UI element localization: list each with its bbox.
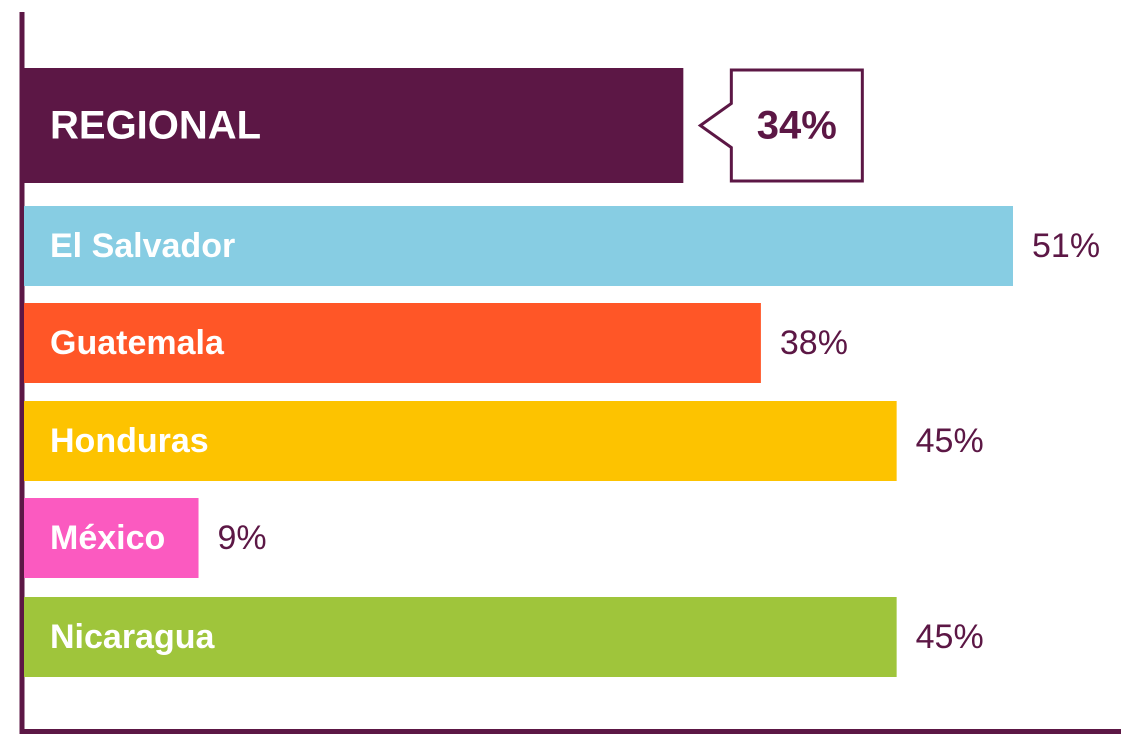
value-label: 9% <box>218 519 267 557</box>
value-label: 38% <box>780 324 848 362</box>
category-label: Honduras <box>50 422 209 460</box>
category-label: Guatemala <box>50 324 225 362</box>
value-label: 51% <box>1032 227 1100 265</box>
bar <box>24 68 684 183</box>
category-label: México <box>50 519 165 557</box>
category-label: REGIONAL <box>50 104 261 148</box>
value-callout <box>697 68 864 183</box>
bar <box>24 206 1013 286</box>
bar <box>24 401 897 481</box>
bar <box>24 498 199 578</box>
value-label: 34% <box>757 104 837 148</box>
value-label: 45% <box>916 422 984 460</box>
category-label: Nicaragua <box>50 618 215 656</box>
bar <box>24 303 761 383</box>
bar <box>24 597 897 677</box>
value-label: 45% <box>916 618 984 656</box>
category-label: El Salvador <box>50 227 235 265</box>
